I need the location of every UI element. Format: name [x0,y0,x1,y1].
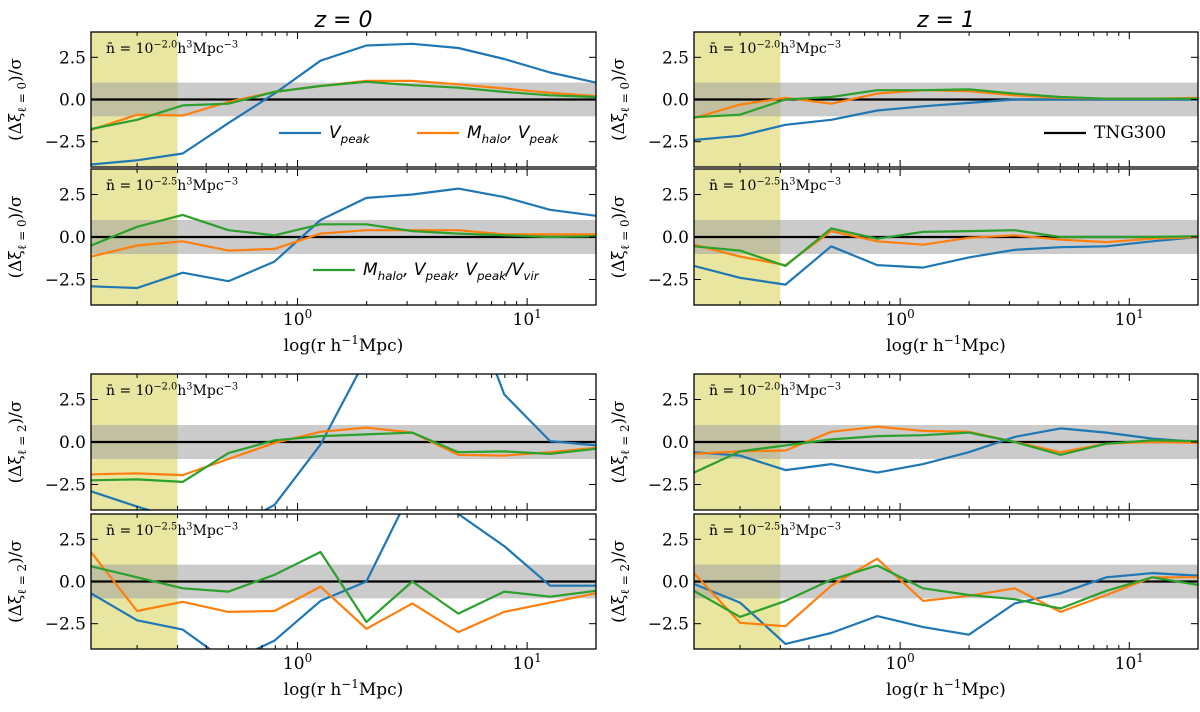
y-tick-label: 0.0 [662,91,689,111]
column-title: z = 1 [916,8,975,33]
panel: 2.5 0.0 −2.5 (Δξℓ = 2)/σ n̄ = 10−2.0h3Mpc−3 [6,373,597,511]
y-tick-label: 2.5 [662,391,689,411]
plot-area [91,32,596,167]
panel: 2.5 0.0 −2.5 (Δξℓ = 2)/σ n̄ = 10−2.0h3Mpc−3 [609,373,1199,511]
plot-area [694,169,1198,305]
density-annotation: n̄ = 10−2.0h3Mpc−3 [106,39,238,57]
series-line-orange [91,551,596,634]
y-axis-label: (Δξℓ = 0)/σ [609,195,632,278]
y-tick-label: −2.5 [45,615,86,635]
x-tick-label: 101 [1115,651,1144,674]
y-tick-label: 0.0 [662,573,689,593]
y-tick-label: 2.5 [662,186,689,206]
series-line-green [694,227,1198,267]
panel: 100 101 2.5 0.0 −2.5 (Δξℓ = 0)/σ n̄ = 10−2.5h3… [6,168,597,330]
y-tick-label: 0.0 [662,228,689,248]
y-tick-label: −2.5 [648,271,689,291]
legend-entry: Vpeak [279,123,371,146]
panel: 2.5 0.0 −2.5 (Δξℓ = 0)/σ n̄ = 10−2.0h3Mpc−3 T… [609,31,1199,168]
series-line-green [694,88,1198,119]
x-axis-label: log(r h−1Mpc) [886,333,1006,356]
series-line-blue [91,187,596,290]
density-annotation: n̄ = 10−2.5h3Mpc−3 [709,176,841,194]
series-line-blue [91,42,596,166]
y-tick-label: 2.5 [662,530,689,550]
density-annotation: n̄ = 10−2.5h3Mpc−3 [709,521,841,539]
panel: 100 101 2.5 0.0 −2.5 (Δξℓ = 0)/σ n̄ = 10−2.5h3… [609,168,1199,330]
density-annotation: n̄ = 10−2.5h3Mpc−3 [106,521,238,539]
y-axis-label: (Δξℓ = 2)/σ [609,540,632,623]
y-tick-label: 0.0 [59,228,86,248]
panel: 2.5 0.0 −2.5 (Δξℓ = 0)/σ n̄ = 10−2.0h3Mpc−3 V… [6,31,597,168]
series-line-blue [694,427,1198,474]
density-annotation: n̄ = 10−2.5h3Mpc−3 [106,176,238,194]
y-tick-label: −2.5 [45,476,86,496]
x-tick-label: 101 [513,307,542,330]
legend-entry: TNG300 [1044,123,1166,143]
y-tick-label: −2.5 [648,476,689,496]
panel: 100 101 2.5 0.0 −2.5 (Δξℓ = 2)/σ n̄ = 10−2.5h3… [6,513,597,674]
density-annotation: n̄ = 10−2.0h3Mpc−3 [709,381,841,399]
y-tick-label: −2.5 [45,133,86,153]
series-line-blue [694,571,1198,646]
series-line-green [694,431,1198,474]
y-tick-label: −2.5 [648,615,689,635]
plot-area [91,374,596,510]
density-annotation: n̄ = 10−2.0h3Mpc−3 [106,381,238,399]
y-axis-label: (Δξℓ = 0)/σ [6,195,29,278]
series-line-blue [91,514,596,649]
x-axis-label: log(r h−1Mpc) [284,333,404,356]
legend-label: TNG300 [1094,123,1166,143]
x-axis-label: log(r h−1Mpc) [886,677,1006,700]
x-tick-label: 101 [1115,307,1144,330]
legend-entry: Mhalo, Vpeak [417,123,560,146]
y-axis-label: (Δξℓ = 0)/σ [6,58,29,141]
legend-entry: Mhalo, Vpeak, Vpeak/Vvir [313,260,540,283]
y-axis-label: (Δξℓ = 2)/σ [6,540,29,623]
y-tick-label: −2.5 [648,133,689,153]
y-tick-label: 2.5 [59,186,86,206]
x-tick-label: 100 [283,307,312,330]
y-tick-label: −2.5 [45,271,86,291]
column-title: z = 0 [314,8,373,33]
y-tick-label: 0.0 [59,433,86,453]
y-axis-label: (Δξℓ = 2)/σ [6,400,29,483]
x-axis-label: log(r h−1Mpc) [284,677,404,700]
plot-area [694,374,1198,510]
y-axis-label: (Δξℓ = 2)/σ [609,400,632,483]
x-tick-label: 100 [283,651,312,674]
panel: 100 101 2.5 0.0 −2.5 (Δξℓ = 2)/σ n̄ = 10−2.5h3… [609,513,1199,674]
y-axis-label: (Δξℓ = 0)/σ [609,58,632,141]
series-line-green [91,431,596,483]
legend-label: Mhalo, Vpeak, Vpeak/Vvir [363,260,540,283]
y-tick-label: 0.0 [662,433,689,453]
y-tick-label: 2.5 [59,530,86,550]
legend-label: Vpeak [329,123,371,146]
series-line-green [91,213,596,247]
series-line-green [91,80,596,131]
x-tick-label: 100 [886,651,915,674]
y-tick-label: 2.5 [59,48,86,68]
y-tick-label: 2.5 [59,391,86,411]
series-line-orange [91,426,596,477]
series-line-orange [694,557,1198,628]
plot-area [694,32,1198,167]
y-tick-label: 0.0 [59,91,86,111]
series-line-blue [91,374,596,510]
plot-area [91,169,596,305]
y-tick-label: 0.0 [59,573,86,593]
x-tick-label: 101 [513,651,542,674]
legend-label: Mhalo, Vpeak [467,123,560,146]
series-line-orange [91,229,596,258]
y-tick-label: 2.5 [662,48,689,68]
series-line-green [91,550,596,624]
plot-area [91,514,596,649]
series-line-blue [694,235,1198,286]
density-annotation: n̄ = 10−2.0h3Mpc−3 [709,39,841,57]
series-line-green [694,564,1198,619]
plot-area [694,514,1198,649]
x-tick-label: 100 [886,307,915,330]
